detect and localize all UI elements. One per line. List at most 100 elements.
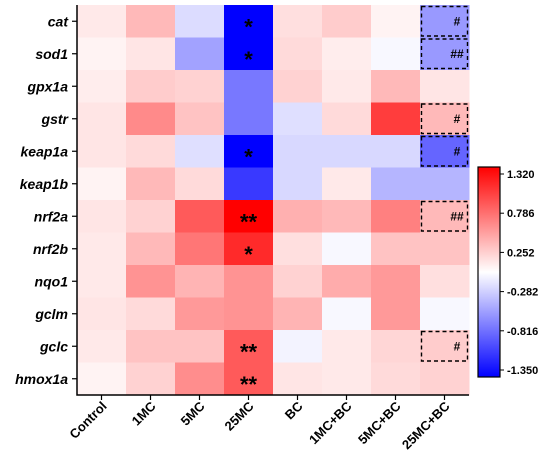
highlight-box-gstr (420, 103, 469, 135)
row-label-nrf2b: nrf2b (33, 241, 68, 257)
heatmap-cell-cat-5MC+BC (371, 5, 421, 38)
heatmap-cell-gclc-BC (273, 330, 323, 363)
row-label-gpx1a: gpx1a (27, 78, 69, 94)
heatmap-cell-gstr-Control (77, 102, 127, 136)
column-label-Control: Control (66, 399, 109, 442)
heatmap-cell-nrf2b-5MC+BC (371, 232, 421, 266)
annotation-hmox1a-25MC: ** (240, 372, 258, 397)
column-label-25MC+BC: 25MC+BC (399, 398, 453, 452)
heatmap-cell-nqo1-Control (77, 265, 127, 298)
heatmap-cell-gclc-25MC (224, 330, 274, 363)
heatmap-cell-keap1b-Control (77, 167, 127, 201)
heatmap-cell-keap1b-1MC (126, 167, 176, 201)
heatmap-cell-gstr-5MC (175, 102, 225, 136)
heatmap-cell-keap1b-25MC+BC (420, 167, 470, 201)
heatmap-cell-gpx1a-1MC (126, 70, 176, 103)
heatmap-cell-keap1b-5MC+BC (371, 167, 421, 201)
heatmap-cell-nrf2a-BC (273, 200, 323, 233)
annotation-sod1-25MC: * (244, 47, 253, 72)
row-label-gclc: gclc (39, 338, 68, 354)
heatmap-cell-hmox1a-1MC+BC (322, 362, 372, 396)
heatmap-cell-nrf2a-5MC (175, 200, 225, 233)
heatmap-cell-keap1a-Control (77, 135, 127, 168)
annotation-nrf2b-25MC: * (244, 242, 253, 267)
annotation-sod1-25MC+BC: ## (450, 47, 464, 61)
heatmap-cell-nrf2a-5MC+BC (371, 200, 421, 233)
row-label-keap1b: keap1b (20, 176, 69, 192)
annotation-gstr-25MC+BC: # (454, 112, 461, 126)
column-label-1MC: 1MC (129, 398, 159, 428)
heatmap-cell-gclm-1MC (126, 297, 176, 331)
row-label-hmox1a: hmox1a (15, 371, 68, 387)
heatmap-cells (77, 5, 470, 396)
heatmap-cell-gclc-1MC (126, 330, 176, 363)
heatmap-cell-nrf2a-1MC (126, 200, 176, 233)
heatmap-cell-gpx1a-5MC (175, 70, 225, 103)
heatmap-cell-gclc-1MC+BC (322, 330, 372, 363)
annotation-nrf2a-25MC: ** (240, 209, 258, 234)
row-label-gclm: gclm (34, 306, 68, 322)
cell-annotations: **********######## (240, 14, 464, 397)
heatmap-cell-keap1a-25MC (224, 135, 274, 168)
heatmap-cell-nqo1-BC (273, 265, 323, 298)
heatmap-cell-cat-1MC (126, 5, 176, 38)
heatmap-cell-gstr-25MC+BC (420, 102, 470, 136)
colorbar-tick-label: 0.786 (507, 208, 535, 220)
colorbar: 1.320 0.786 0.252 -0.282 -0.816 -1.350 (477, 166, 538, 378)
annotation-cat-25MC+BC: # (454, 14, 461, 28)
heatmap-cell-cat-25MC (224, 5, 274, 38)
heatmap-cell-nrf2b-25MC (224, 232, 274, 266)
heatmap-cell-hmox1a-BC (273, 362, 323, 396)
heatmap-cell-gstr-5MC+BC (371, 102, 421, 136)
heatmap-cell-gclm-1MC+BC (322, 297, 372, 331)
colorbar-tick-label: 0.252 (507, 247, 535, 259)
heatmap-cell-cat-25MC+BC (420, 5, 470, 38)
heatmap-cell-keap1a-5MC+BC (371, 135, 421, 168)
row-label-cat: cat (48, 13, 70, 29)
heatmap-cell-gclm-25MC+BC (420, 297, 470, 331)
heatmap-cell-gpx1a-25MC (224, 70, 274, 103)
heatmap-cell-keap1a-25MC+BC (420, 135, 470, 168)
heatmap-cell-hmox1a-5MC+BC (371, 362, 421, 396)
heatmap-cell-nqo1-1MC+BC (322, 265, 372, 298)
colorbar-tick-label: -0.282 (507, 287, 538, 299)
heatmap-cell-keap1a-5MC (175, 135, 225, 168)
heatmap-cell-keap1b-1MC+BC (322, 167, 372, 201)
heatmap-cell-hmox1a-25MC (224, 362, 274, 396)
row-label-sod1: sod1 (35, 46, 68, 62)
heatmap-cell-nqo1-5MC+BC (371, 265, 421, 298)
heatmap-cell-gpx1a-BC (273, 70, 323, 103)
highlight-box-nrf2a (420, 200, 469, 232)
heatmap-cell-keap1a-1MC+BC (322, 135, 372, 168)
heatmap-cell-gclm-BC (273, 297, 323, 331)
heatmap-cell-nrf2a-25MC+BC (420, 200, 470, 233)
heatmap-cell-nrf2b-BC (273, 232, 323, 266)
colorbar-tick-label: -1.350 (507, 365, 538, 377)
heatmap-cell-hmox1a-1MC (126, 362, 176, 396)
column-label-5MC+BC: 5MC+BC (355, 398, 404, 447)
row-label-nrf2a: nrf2a (34, 208, 68, 224)
heatmap-cell-nqo1-1MC (126, 265, 176, 298)
annotation-keap1a-25MC+BC: # (454, 144, 461, 158)
heatmap-cell-sod1-1MC (126, 37, 176, 71)
heatmap-cell-gstr-1MC+BC (322, 102, 372, 136)
heatmap-cell-keap1b-5MC (175, 167, 225, 201)
heatmap-cell-gpx1a-5MC+BC (371, 70, 421, 103)
heatmap-cell-sod1-25MC (224, 37, 274, 71)
heatmap-cell-keap1b-BC (273, 167, 323, 201)
heatmap-cell-gclm-Control (77, 297, 127, 331)
heatmap-cell-cat-5MC (175, 5, 225, 38)
heatmap-cell-nqo1-25MC+BC (420, 265, 470, 298)
heatmap-cell-nrf2a-Control (77, 200, 127, 233)
annotation-gclc-25MC: ** (240, 339, 258, 364)
heatmap-cell-gpx1a-25MC+BC (420, 70, 470, 103)
heatmap-cell-nrf2b-5MC (175, 232, 225, 266)
heatmap-cell-sod1-1MC+BC (322, 37, 372, 71)
highlight-boxes (420, 5, 469, 362)
row-label-nqo1: nqo1 (35, 273, 69, 289)
annotation-gclc-25MC+BC: # (454, 339, 461, 353)
highlight-box-sod1 (420, 38, 469, 70)
heatmap-cell-gclc-5MC (175, 330, 225, 363)
